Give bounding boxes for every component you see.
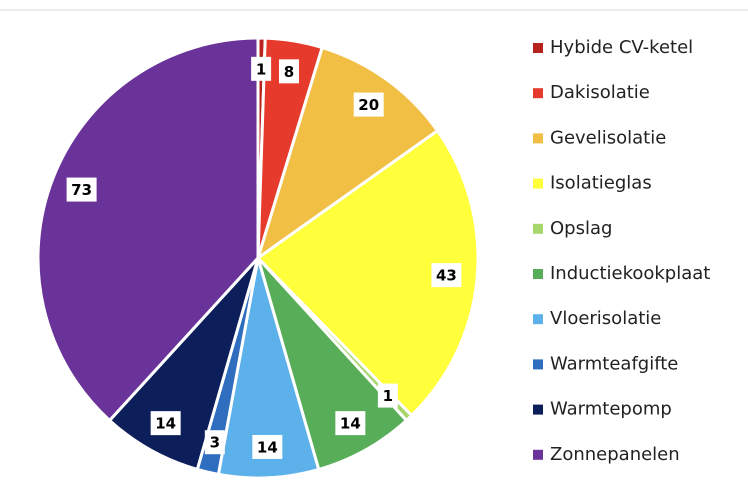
pie-slice xyxy=(255,45,440,262)
pie-slice xyxy=(256,256,409,472)
legend-label: Zonnepanelen xyxy=(550,444,680,465)
data-label-text: 43 xyxy=(436,267,457,285)
data-label-text: 1 xyxy=(256,60,266,78)
data-label-box xyxy=(252,434,283,459)
data-label-text: 73 xyxy=(71,181,92,199)
data-label: 20 xyxy=(353,92,384,117)
data-label: 14 xyxy=(150,411,181,436)
legend-swatch xyxy=(533,223,543,234)
data-label-box xyxy=(278,59,299,84)
data-label-text: 8 xyxy=(284,63,294,81)
legend-label: Isolatieglas xyxy=(550,173,652,194)
data-label-box xyxy=(377,383,398,408)
legend-label: Warmtepomp xyxy=(550,399,672,420)
data-label: 1 xyxy=(377,383,398,408)
pie-slice xyxy=(255,128,480,418)
data-label-text: 20 xyxy=(358,96,379,114)
legend-label: Gevelisolatie xyxy=(550,127,666,148)
data-label-text: 14 xyxy=(340,415,361,433)
legend-swatch xyxy=(533,449,543,460)
legend-swatch xyxy=(533,404,543,415)
legend-label: Inductiekookplaat xyxy=(550,263,710,284)
data-label: 14 xyxy=(252,434,283,459)
data-label: 14 xyxy=(335,411,366,436)
data-label-box xyxy=(251,56,272,81)
data-label-text: 3 xyxy=(210,434,220,452)
legend-swatch xyxy=(533,314,543,325)
data-label-box xyxy=(66,177,97,202)
legend-swatch xyxy=(533,178,543,189)
legend-label: Opslag xyxy=(550,218,612,239)
data-label: 1 xyxy=(251,56,272,81)
legend-label: Warmteafgifte xyxy=(550,353,678,374)
data-label-text: 1 xyxy=(383,387,393,405)
legend-label: Vloerisolatie xyxy=(550,308,661,329)
legend-swatch xyxy=(533,269,543,279)
data-label: 73 xyxy=(66,177,97,202)
data-label: 8 xyxy=(278,59,299,84)
data-label-text: 14 xyxy=(155,415,176,433)
pie-slice xyxy=(36,36,260,423)
data-label-box xyxy=(431,263,462,288)
data-label-box xyxy=(335,411,366,436)
legend-label: Dakisolatie xyxy=(550,82,650,103)
legend-swatch xyxy=(533,43,543,53)
data-label: 3 xyxy=(204,430,225,455)
pie-slice xyxy=(216,257,321,480)
legend-label: Hybide CV-ketel xyxy=(550,37,693,58)
data-label-box xyxy=(150,411,181,436)
data-label: 43 xyxy=(431,263,462,288)
data-label-box xyxy=(353,92,384,117)
legend-swatch xyxy=(533,359,543,370)
pie-slice xyxy=(107,256,260,472)
data-label-text: 14 xyxy=(257,438,278,456)
legend-swatch xyxy=(533,88,543,99)
legend-swatch xyxy=(533,133,543,144)
data-label-box xyxy=(204,430,225,455)
